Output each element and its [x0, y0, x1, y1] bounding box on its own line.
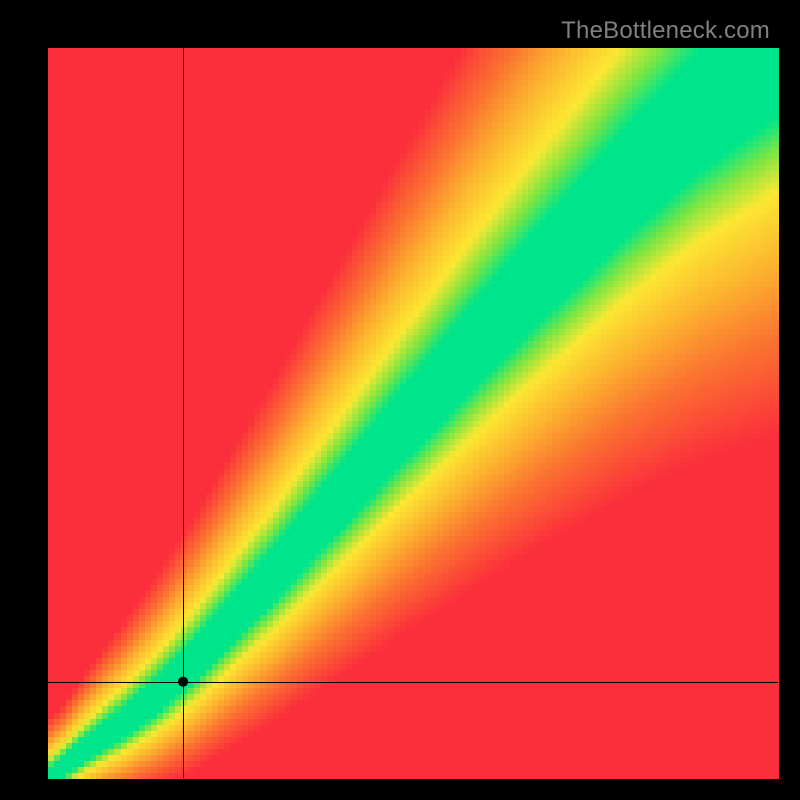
- watermark-text: TheBottleneck.com: [561, 17, 770, 45]
- chart-container: TheBottleneck.com: [0, 0, 800, 800]
- bottleneck-heatmap: [0, 0, 800, 800]
